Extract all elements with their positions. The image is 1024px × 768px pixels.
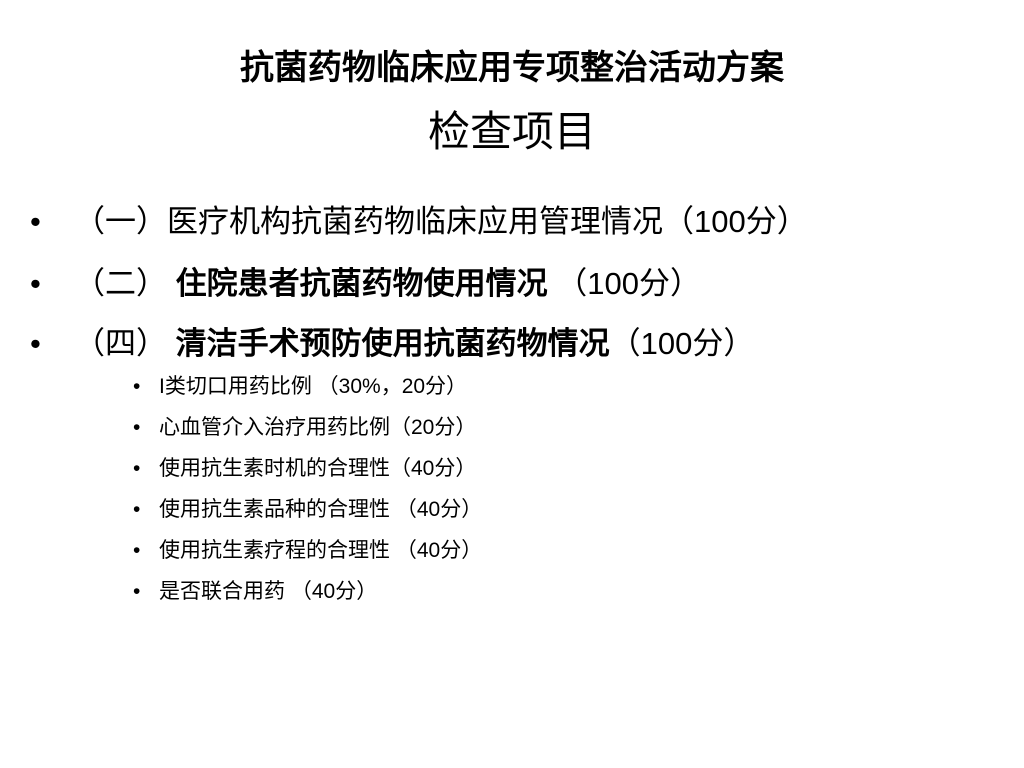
slide-title: 抗菌药物临床应用专项整治活动方案 bbox=[240, 48, 784, 88]
bullet-icon: • bbox=[30, 326, 41, 361]
bullet-icon: • bbox=[133, 375, 141, 398]
bullet-item: • （一）医疗机构抗菌药物临床应用管理情况（100分） bbox=[30, 196, 808, 241]
bullet-prefix: （四） bbox=[74, 326, 176, 361]
sub-bullet-item: • I类切口用药比例 （30%，20分） bbox=[133, 370, 467, 400]
sub-bullet-item: • 是否联合用药 （40分） bbox=[133, 575, 377, 605]
sub-bullet-item: • 使用抗生素品种的合理性 （40分） bbox=[133, 493, 482, 523]
bullet-icon: • bbox=[133, 498, 141, 521]
bullet-item: • （四） 清洁手术预防使用抗菌药物情况（100分） bbox=[30, 318, 754, 363]
bullet-item: • （二） 住院患者抗菌药物使用情况 （100分） bbox=[30, 258, 701, 303]
sub-bullet-item: • 心血管介入治疗用药比例（20分） bbox=[133, 411, 476, 441]
slide-subtitle: 检查项目 bbox=[427, 107, 596, 156]
sub-bullet-text: 使用抗生素疗程的合理性 （40分） bbox=[159, 539, 483, 562]
bullet-text-bold: 清洁手术预防使用抗菌药物情况 bbox=[175, 326, 610, 361]
sub-bullet-item: • 使用抗生素时机的合理性（40分） bbox=[133, 452, 476, 482]
sub-bullet-text: 心血管介入治疗用药比例（20分） bbox=[159, 416, 477, 439]
sub-bullet-text: 是否联合用药 （40分） bbox=[159, 580, 378, 603]
bullet-icon: • bbox=[133, 539, 141, 562]
sub-bullet-text: 使用抗生素时机的合理性（40分） bbox=[159, 457, 477, 480]
bullet-score: （100分） bbox=[547, 266, 701, 301]
bullet-icon: • bbox=[133, 416, 141, 439]
sub-bullet-text: 使用抗生素品种的合理性 （40分） bbox=[159, 498, 483, 521]
bullet-icon: • bbox=[133, 457, 141, 480]
sub-bullet-item: • 使用抗生素疗程的合理性 （40分） bbox=[133, 534, 482, 564]
bullet-score: （100分） bbox=[609, 326, 755, 361]
bullet-icon: • bbox=[30, 266, 41, 301]
bullet-icon: • bbox=[30, 204, 41, 239]
bullet-text: （一）医疗机构抗菌药物临床应用管理情况（100分） bbox=[74, 204, 808, 239]
bullet-text-bold: 住院患者抗菌药物使用情况 bbox=[175, 266, 548, 301]
sub-bullet-text: I类切口用药比例 （30%，20分） bbox=[159, 375, 468, 398]
bullet-icon: • bbox=[133, 580, 141, 603]
bullet-prefix: （二） bbox=[74, 266, 176, 301]
